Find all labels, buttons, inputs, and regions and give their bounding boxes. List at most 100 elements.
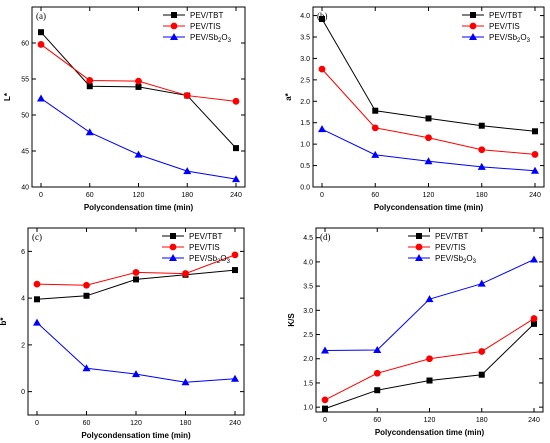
legend: PEV/TBT PEV/TIS PEV/Sb2O3 xyxy=(408,232,477,265)
legend-entry: PEV/TIS xyxy=(489,22,520,31)
y-axis-title: L* xyxy=(3,92,12,101)
legend-entry: PEV/Sb2O3 xyxy=(435,254,477,265)
legend: PEV/TBT PEV/TIS PEV/Sb2O3 xyxy=(162,232,231,265)
data-point-0 xyxy=(478,371,485,378)
x-tick-label: 60 xyxy=(373,417,381,424)
x-axis-title: Polycondensation time (min) xyxy=(374,203,484,212)
data-point-0 xyxy=(425,115,432,122)
data-point-0 xyxy=(233,145,239,152)
legend-label-subscript: 2 xyxy=(463,259,467,265)
data-point-2 xyxy=(371,150,380,158)
y-tick-label: 60 xyxy=(21,41,29,48)
y-tick-label: 4.0 xyxy=(303,259,313,266)
y-tick-label: 3.0 xyxy=(303,308,313,315)
data-point-1 xyxy=(132,269,140,276)
y-tick-label: 2.5 xyxy=(300,77,310,84)
legend-marker xyxy=(170,22,178,30)
legend-label-subscript: 2 xyxy=(517,38,521,44)
data-point-1 xyxy=(83,281,90,289)
data-point-2 xyxy=(181,378,190,386)
data-point-1 xyxy=(371,124,379,132)
y-tick-label: 3.0 xyxy=(300,56,310,63)
x-tick-label: 120 xyxy=(424,417,436,424)
legend-marker xyxy=(415,243,423,251)
x-tick-label: 240 xyxy=(230,192,242,199)
series-line-1 xyxy=(321,68,536,155)
data-point-1 xyxy=(231,251,239,259)
legend-entry: PEV/TBT xyxy=(489,11,522,20)
data-point-2 xyxy=(531,166,539,174)
data-point-0 xyxy=(372,107,379,114)
panel-label: (a) xyxy=(36,11,46,21)
y-tick-label: 2 xyxy=(21,342,25,349)
legend-marker xyxy=(416,233,422,239)
x-tick-label: 0 xyxy=(323,417,327,424)
x-tick-label: 0 xyxy=(320,192,324,199)
legend-label: PEV/TIS xyxy=(435,243,466,252)
x-tick-label: 120 xyxy=(133,192,145,199)
data-point-0 xyxy=(135,83,142,90)
data-point-0 xyxy=(426,377,433,384)
y-tick-label: 3.5 xyxy=(303,284,313,291)
x-tick-label: 120 xyxy=(423,192,435,199)
y-tick-label: 1.0 xyxy=(300,142,310,149)
legend-label-subscript: 2 xyxy=(218,38,222,44)
x-tick-label: 0 xyxy=(35,420,39,427)
data-point-2 xyxy=(82,364,91,372)
legend-entry: PEV/TBT xyxy=(189,232,222,241)
data-point-0 xyxy=(532,128,538,135)
legend-label: PEV/Sb xyxy=(189,254,218,263)
legend-label: PEV/TBT xyxy=(189,232,222,241)
legend-marker xyxy=(170,33,178,40)
data-point-0 xyxy=(322,405,328,412)
x-tick-label: 180 xyxy=(181,192,193,199)
legend-label-subscript: 3 xyxy=(473,259,477,265)
legend-label: PEV/Sb xyxy=(435,254,464,263)
legend-label: PEV/TBT xyxy=(190,11,223,20)
data-point-1 xyxy=(318,65,326,73)
x-tick-label: 180 xyxy=(180,420,192,427)
data-point-2 xyxy=(85,128,94,136)
data-point-0 xyxy=(38,29,44,36)
legend: PEV/TBT PEV/TIS PEV/Sb2O3 xyxy=(462,11,531,44)
y-tick-label: 0.0 xyxy=(300,185,310,192)
legend-label-tail: O xyxy=(466,254,472,263)
data-point-2 xyxy=(37,94,45,102)
data-point-2 xyxy=(232,175,240,183)
y-tick-label: 2.5 xyxy=(303,332,313,339)
data-point-2 xyxy=(530,255,538,263)
y-tick-label: 1.0 xyxy=(303,405,313,412)
y-axis-title: b* xyxy=(0,317,8,326)
legend-entry: PEV/TIS xyxy=(190,22,221,31)
panel-label: (d) xyxy=(320,232,331,242)
legend-label: PEV/TIS xyxy=(189,243,220,252)
legend-label: PEV/TIS xyxy=(489,22,520,31)
legend-label-subscript: 3 xyxy=(527,38,531,44)
legend-label-tail: O xyxy=(221,33,227,42)
legend-label-tail: O xyxy=(220,254,226,263)
legend-entry: PEV/Sb2O3 xyxy=(489,33,531,44)
data-point-1 xyxy=(373,369,381,377)
data-point-1 xyxy=(183,92,191,99)
data-point-1 xyxy=(33,280,41,288)
data-point-1 xyxy=(135,77,142,85)
legend-marker xyxy=(169,254,177,261)
legend-label: PEV/TBT xyxy=(489,11,522,20)
data-point-2 xyxy=(477,162,486,170)
legend-label-subscript: 2 xyxy=(217,259,221,265)
y-tick-label: 2.0 xyxy=(303,356,313,363)
data-point-0 xyxy=(86,83,93,90)
legend-label: PEV/TIS xyxy=(190,22,221,31)
data-point-1 xyxy=(426,355,433,363)
x-tick-label: 240 xyxy=(529,192,541,199)
legend-label-subscript: 3 xyxy=(228,38,232,44)
x-tick-label: 120 xyxy=(130,420,142,427)
data-point-2 xyxy=(425,295,434,303)
data-point-1 xyxy=(37,41,45,48)
series-line-0 xyxy=(40,31,237,149)
legend-entry: PEV/TIS xyxy=(435,243,466,252)
y-tick-label: 55 xyxy=(21,77,29,84)
y-tick-label: 1.5 xyxy=(303,380,313,387)
x-tick-label: 60 xyxy=(83,420,91,427)
